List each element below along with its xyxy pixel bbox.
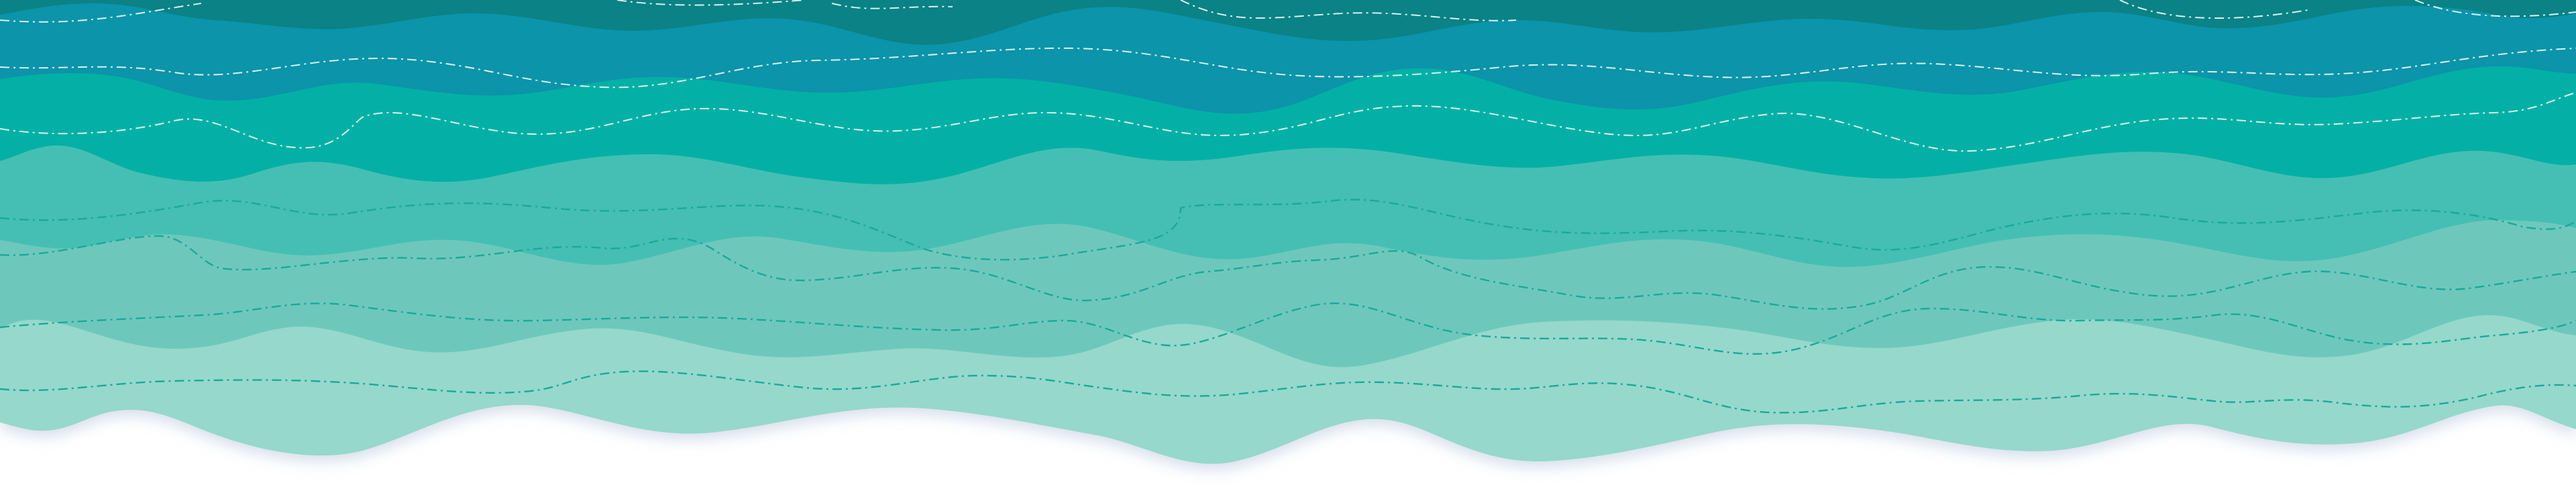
- wave-band-1: [0, 0, 2576, 45]
- dashed-line: [2414, 0, 2576, 17]
- dashed-lines-light: [0, 0, 2576, 152]
- dashed-line: [1180, 0, 1517, 21]
- dashed-line: [0, 302, 2576, 355]
- dashed-lines-dark: [0, 199, 2576, 414]
- dashed-line: [0, 47, 2576, 89]
- dashed-line: [0, 199, 2576, 261]
- dashed-line: [0, 370, 2576, 414]
- dashed-line: [831, 3, 953, 9]
- dashed-line: [0, 235, 2576, 310]
- dashed-line: [2119, 0, 2308, 19]
- dashed-line: [0, 92, 2576, 152]
- dashed-line: [0, 3, 202, 23]
- dashed-line: [616, 0, 806, 6]
